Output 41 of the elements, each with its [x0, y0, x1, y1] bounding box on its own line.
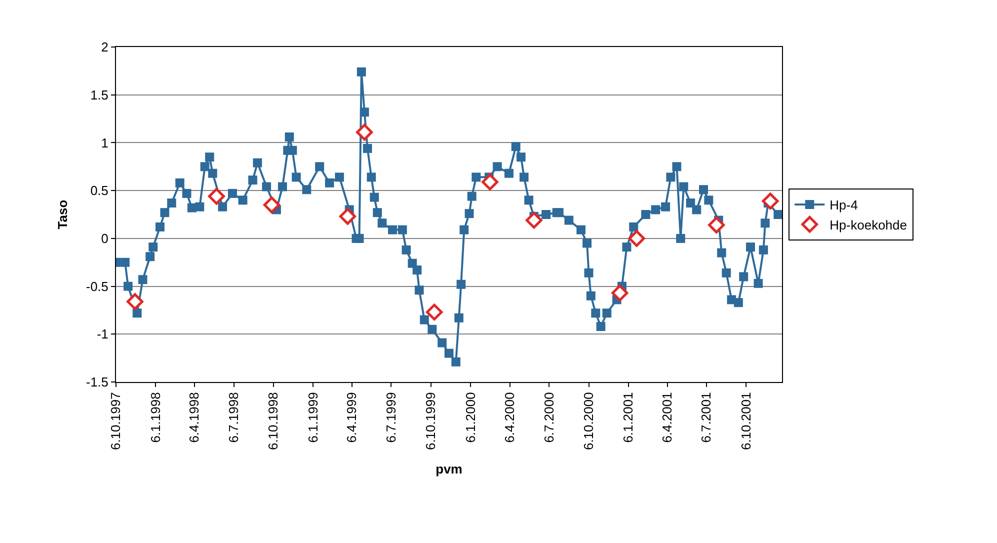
x-tick-label: 6.10.1999	[423, 392, 438, 450]
x-tick-label: 6.4.2001	[659, 392, 674, 443]
x-tick-label: 6.4.1998	[186, 392, 202, 443]
y-tick-label: -0.5	[86, 278, 108, 294]
point	[708, 216, 725, 234]
x-tick-label: 6.7.2001	[698, 392, 714, 443]
legend-label: Hp-koekohde	[830, 217, 907, 232]
x-tick-label: 6.1.2001	[620, 392, 636, 443]
x-tick-label: 6.4.2000	[502, 392, 518, 443]
point	[611, 284, 628, 302]
y-tick-label: 2	[101, 40, 108, 55]
point	[526, 212, 542, 229]
point	[426, 304, 443, 321]
y-axis-title: Taso	[54, 200, 70, 230]
x-axis-title: pvm	[436, 462, 462, 477]
x-tick-label: 6.1.1999	[305, 392, 320, 443]
point	[126, 293, 144, 310]
y-tick-label: 0.5	[90, 183, 108, 198]
y-tick-label: -1.5	[86, 374, 108, 390]
x-tick-label: 6.4.1999	[344, 392, 360, 443]
x-tick-label: 6.7.2000	[541, 392, 556, 443]
y-tick-label: 1.5	[90, 87, 108, 102]
point	[263, 196, 280, 214]
point	[482, 174, 498, 190]
point	[339, 208, 356, 225]
x-tick-label: 6.10.2001	[738, 392, 754, 450]
point	[208, 188, 225, 205]
x-tick-label: 6.7.1999	[383, 392, 398, 443]
x-tick-label: 6.1.2000	[462, 392, 478, 443]
point	[762, 192, 779, 210]
x-tick-label: 6.10.2000	[580, 392, 596, 450]
y-tick-label: 0	[101, 230, 108, 246]
y-tick-label: -1	[96, 326, 108, 342]
x-tick-label: 6.10.1998	[266, 392, 281, 450]
x-tick-label: 6.1.1998	[148, 392, 163, 443]
point	[628, 230, 646, 247]
x-tick-label: 6.10.1997	[108, 392, 124, 450]
y-tick-label: 1	[101, 135, 108, 150]
point	[356, 124, 373, 141]
legend-label: Hp-4	[830, 198, 858, 213]
x-tick-label: 6.7.1998	[226, 392, 241, 443]
